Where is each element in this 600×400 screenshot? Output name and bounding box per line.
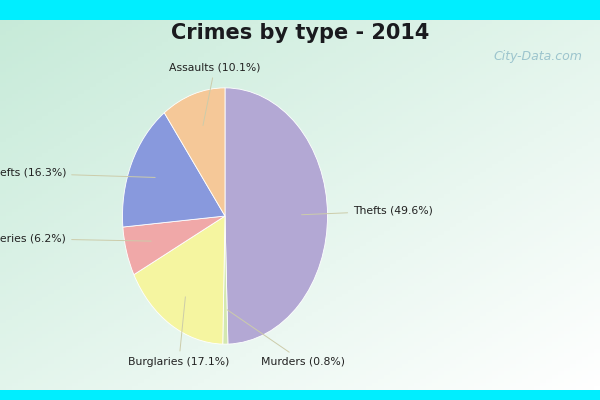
Text: Thefts (49.6%): Thefts (49.6%) [302, 206, 433, 216]
Text: Assaults (10.1%): Assaults (10.1%) [169, 62, 260, 126]
Text: Auto thefts (16.3%): Auto thefts (16.3%) [0, 168, 155, 178]
Text: Murders (0.8%): Murders (0.8%) [227, 310, 345, 366]
Text: City-Data.com: City-Data.com [493, 50, 582, 62]
Wedge shape [164, 88, 225, 216]
Text: Burglaries (17.1%): Burglaries (17.1%) [128, 297, 230, 366]
Wedge shape [123, 216, 225, 275]
Wedge shape [134, 216, 225, 344]
Wedge shape [223, 216, 228, 344]
Text: Robberies (6.2%): Robberies (6.2%) [0, 234, 151, 244]
Wedge shape [122, 113, 225, 227]
Wedge shape [225, 88, 328, 344]
Text: Crimes by type - 2014: Crimes by type - 2014 [171, 23, 429, 43]
